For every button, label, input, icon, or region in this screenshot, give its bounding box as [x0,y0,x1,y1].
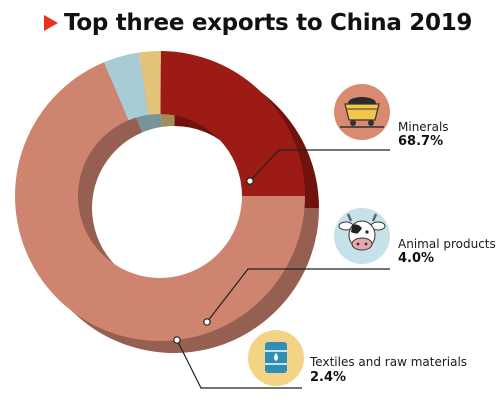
slice-minerals [14,62,305,341]
cow-icon [334,208,390,264]
slice-textiles-and-raw-materials [139,51,161,115]
leader-lines [173,149,390,389]
value-minerals: 68.7% [398,134,444,149]
slice-remainder [160,51,305,196]
slice-animal-products [104,52,149,121]
animal-products-marker [203,318,211,326]
textiles-marker [173,336,181,344]
label-minerals: Minerals [398,120,449,134]
coal-cart-icon [334,84,390,140]
value-animal-products: 4.0% [398,251,435,266]
category-icons [248,84,390,386]
chart-title: Top three exports to China 2019 [64,10,473,36]
title-block: Top three exports to China 2019 [44,8,472,38]
animal-products-leader [206,268,390,323]
minerals-leader [249,149,390,182]
oil-barrel-icon [248,330,304,386]
label-animal-products: Animal products [398,237,496,251]
value-textiles: 2.4% [310,370,347,385]
donut-slices [14,51,305,341]
label-textiles: Textiles and raw materials [310,355,468,369]
title-arrow-icon [44,15,58,31]
minerals-marker [246,177,254,185]
textiles-leader [176,339,302,389]
